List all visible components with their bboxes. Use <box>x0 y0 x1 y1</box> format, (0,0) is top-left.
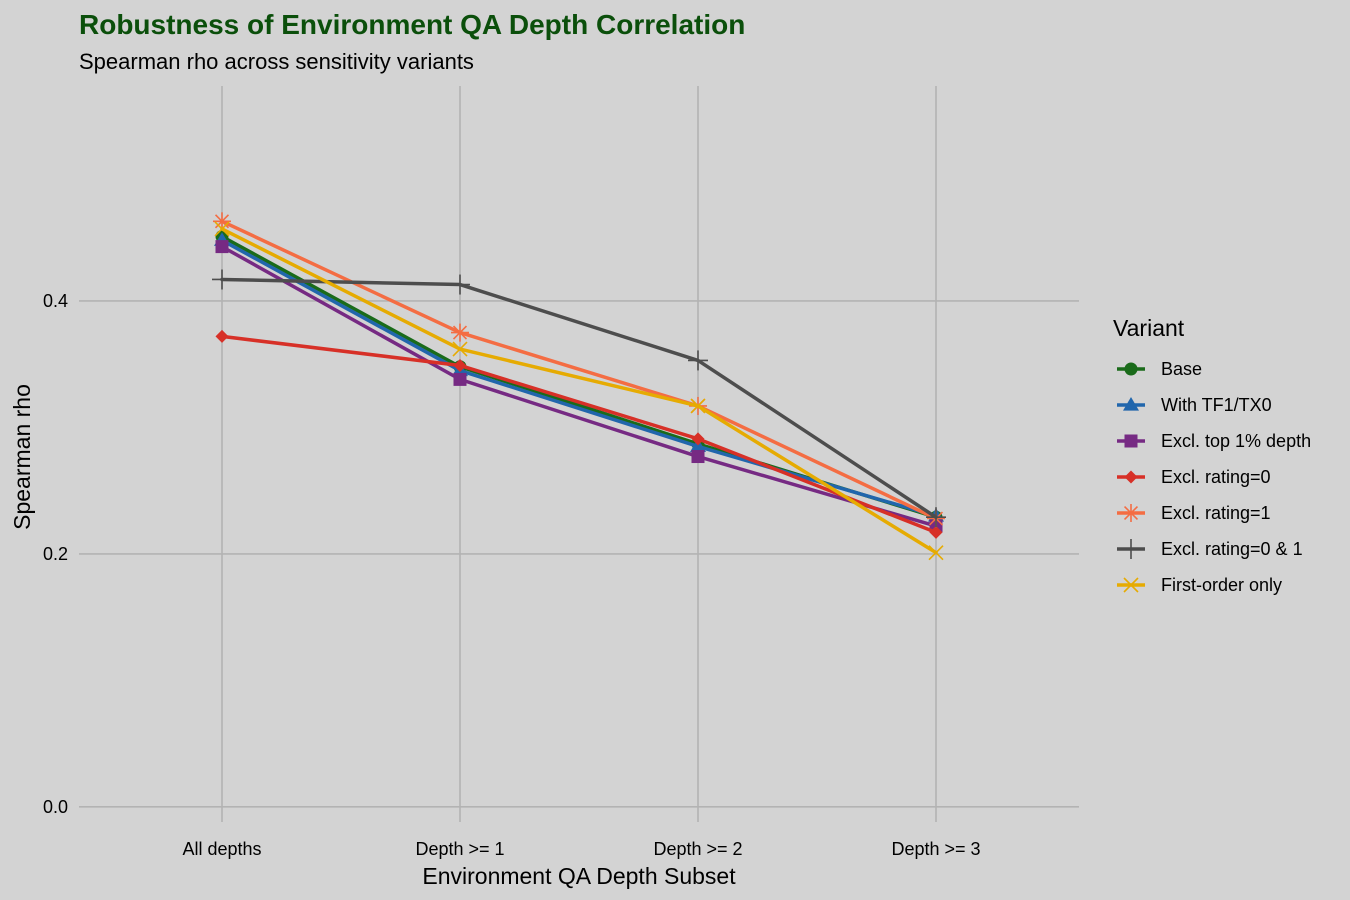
x-tick-label: Depth >= 1 <box>415 839 504 859</box>
data-point <box>1124 434 1138 448</box>
data-point <box>690 398 706 414</box>
data-point <box>928 545 944 561</box>
legend-item: Excl. rating=0 <box>1117 467 1271 487</box>
series-line <box>220 219 938 521</box>
x-tick-label: All depths <box>182 839 261 859</box>
series-layer <box>212 212 946 561</box>
series-excl-rating-0 <box>215 329 943 539</box>
data-point <box>688 350 708 371</box>
x-tick-label: Depth >= 2 <box>653 839 742 859</box>
data-point <box>453 358 467 372</box>
legend-label: First-order only <box>1161 575 1282 595</box>
legend-item: Excl. top 1% depth <box>1117 431 1311 451</box>
series-excl-rating-0-1 <box>212 269 946 528</box>
x-axis-title: Environment QA Depth Subset <box>422 863 736 889</box>
legend: Variant Base With TF1/TX0 Excl. top 1% dep… <box>1113 315 1311 595</box>
data-point <box>691 450 705 464</box>
data-point <box>691 432 705 446</box>
data-point <box>453 372 467 386</box>
data-point <box>926 507 946 528</box>
x-axis-ticks: All depths Depth >= 1 Depth >= 2 Depth >= 3 <box>182 839 980 859</box>
data-point <box>214 221 230 237</box>
legend-item: With TF1/TX0 <box>1117 395 1272 415</box>
data-point <box>452 341 468 357</box>
x-tick-label: Depth >= 3 <box>891 839 980 859</box>
y-tick-label: 0.4 <box>43 291 68 311</box>
legend-label: Excl. rating=0 <box>1161 467 1271 487</box>
chart-title: Robustness of Environment QA Depth Corre… <box>79 9 745 40</box>
legend-label: With TF1/TX0 <box>1161 395 1272 415</box>
data-point <box>1124 470 1138 484</box>
series-first-order-only <box>214 221 944 561</box>
gridlines <box>79 86 1079 822</box>
legend-item: First-order only <box>1117 575 1282 595</box>
legend-label: Excl. top 1% depth <box>1161 431 1311 451</box>
series-line <box>220 277 938 519</box>
data-point <box>1122 504 1140 522</box>
series-excl-rating-1 <box>213 212 945 528</box>
data-point <box>451 323 469 342</box>
y-tick-label: 0.0 <box>43 797 68 817</box>
data-point <box>1121 539 1141 559</box>
data-point <box>212 269 232 290</box>
legend-items: Base With TF1/TX0 Excl. top 1% depth Excl. … <box>1117 359 1311 595</box>
data-point <box>450 274 470 295</box>
series-line <box>220 244 938 528</box>
data-point <box>1124 362 1138 376</box>
legend-item: Excl. rating=0 & 1 <box>1117 539 1303 559</box>
legend-title: Variant <box>1113 315 1185 341</box>
data-point <box>1123 577 1139 593</box>
legend-item: Excl. rating=1 <box>1117 503 1271 523</box>
legend-label: Base <box>1161 359 1202 379</box>
y-axis-title: Spearman rho <box>9 384 35 530</box>
legend-label: Excl. rating=0 & 1 <box>1161 539 1303 559</box>
data-point <box>215 329 229 343</box>
legend-label: Excl. rating=1 <box>1161 503 1271 523</box>
series-line <box>220 227 938 555</box>
y-axis-ticks: 0.0 0.2 0.4 <box>43 291 68 817</box>
chart-subtitle: Spearman rho across sensitivity variants <box>79 49 474 74</box>
data-point <box>929 525 943 539</box>
series-line <box>220 334 938 535</box>
legend-item: Base <box>1117 359 1202 379</box>
data-point <box>215 240 229 254</box>
y-tick-label: 0.2 <box>43 544 68 564</box>
data-point <box>1123 397 1139 411</box>
